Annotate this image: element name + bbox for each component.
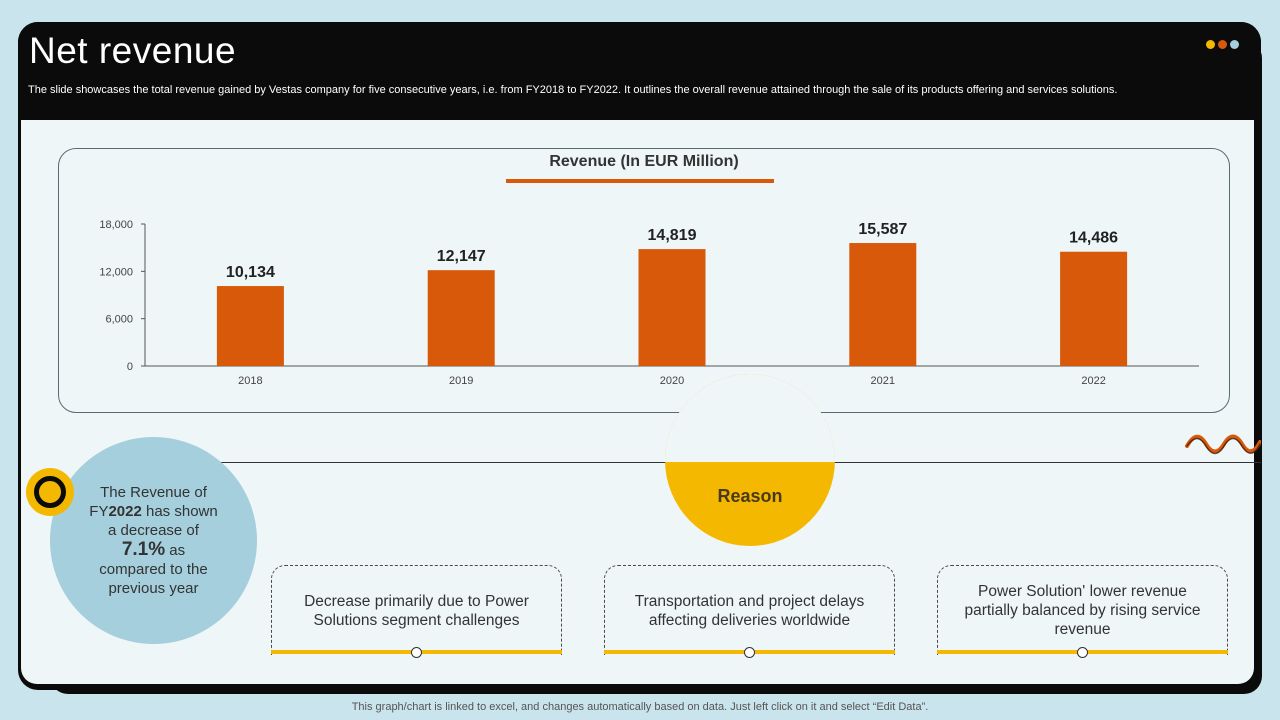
bar-value-label: 12,147 (437, 248, 486, 265)
reason-card-1-knob (411, 647, 422, 658)
bar-value-label: 14,819 (648, 227, 697, 244)
bar-2021[interactable] (849, 243, 917, 366)
bar-2020[interactable] (638, 249, 706, 366)
ring-icon (26, 468, 74, 516)
slide-frame: Net revenue The slide showcases the tota… (18, 22, 1261, 690)
y-tick-label: 18,000 (99, 219, 133, 231)
y-tick-label: 0 (127, 361, 133, 373)
squiggle-icon (1185, 434, 1261, 455)
decorative-dots (1206, 40, 1239, 49)
bar-value-label: 14,486 (1069, 230, 1118, 247)
stat-percent-line: 7.1% as (121, 539, 186, 560)
x-tick-label: 2022 (1081, 375, 1105, 387)
y-tick-label: 6,000 (105, 314, 133, 326)
bar-value-label: 10,134 (226, 264, 275, 281)
y-tick-label: 12,000 (99, 266, 133, 278)
x-tick-label: 2019 (449, 375, 473, 387)
stat-line: a decrease of (108, 522, 199, 539)
reason-label: Reason (717, 486, 783, 506)
stat-line: FY2022 has shown (89, 503, 218, 520)
stat-percent: 7.1% (121, 539, 166, 560)
reason-card-2-knob (744, 647, 755, 658)
bar-value-label: 15,587 (858, 221, 907, 238)
bar-2018[interactable] (216, 286, 284, 366)
dot-icon-yellow (1206, 40, 1215, 49)
stat-line: compared to the (99, 561, 208, 578)
chart-title: Revenue (In EUR Million) (549, 153, 739, 170)
revenue-decrease-stat: The Revenue of FY2022 has shown a decrea… (50, 437, 257, 644)
chart-title-underline (506, 179, 774, 183)
slide-header: Net revenue The slide showcases the tota… (18, 22, 1261, 120)
chart-panel[interactable]: Revenue (In EUR Million) 0 6,000 12,000 18,… (58, 148, 1230, 413)
stat-line: The Revenue of (100, 484, 207, 501)
footer-note: This graph/chart is linked to excel, and… (351, 701, 929, 713)
x-tick-label: 2018 (238, 375, 262, 387)
reason-card-3-knob (1077, 647, 1088, 658)
page-subtitle: The slide showcases the total revenue ga… (28, 84, 1118, 96)
slide-content: Revenue (In EUR Million) 0 6,000 12,000 18,… (21, 120, 1261, 684)
x-tick-label: 2021 (871, 375, 895, 387)
reason-circle (665, 374, 835, 546)
reason-card-3: Power Solution' lower revenue partially … (937, 565, 1228, 655)
page-title: Net revenue (29, 30, 237, 71)
dot-icon-orange (1218, 40, 1227, 49)
dot-icon-blue (1230, 40, 1239, 49)
bar-2022[interactable] (1060, 251, 1128, 366)
bar-2019[interactable] (427, 270, 495, 366)
reason-card-1: Decrease primarily due to Power Solution… (271, 565, 562, 655)
reason-card-2: Transportation and project delays affect… (604, 565, 895, 655)
stat-line: previous year (108, 580, 199, 597)
revenue-bar-chart[interactable]: 0 6,000 12,000 18,000 10,134 2018 12,147 2019 14… (59, 149, 1231, 414)
